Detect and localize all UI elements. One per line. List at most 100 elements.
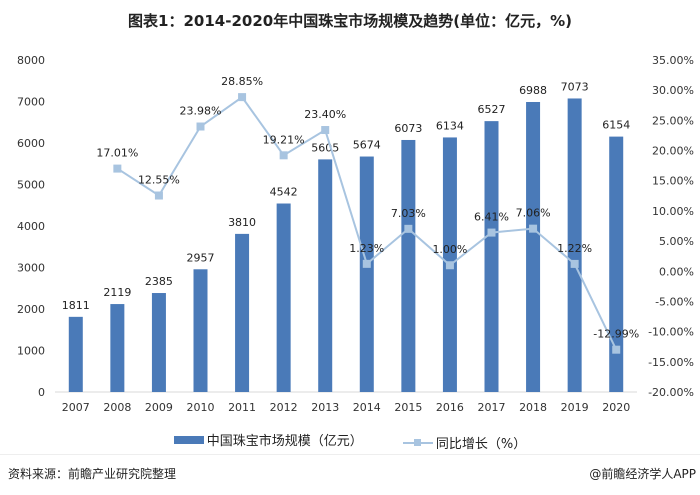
bar bbox=[359, 156, 374, 392]
growth-point bbox=[238, 93, 247, 102]
x-tick-label: 2014 bbox=[353, 401, 381, 414]
growth-value-label: 1.22% bbox=[557, 242, 592, 255]
bar bbox=[567, 98, 582, 393]
legend-line-label: 同比增长（%） bbox=[435, 437, 527, 452]
bar-value-label: 2957 bbox=[187, 251, 215, 264]
bar-value-label: 3810 bbox=[228, 216, 256, 229]
x-tick-label: 2018 bbox=[519, 401, 547, 414]
bar-value-label: 4542 bbox=[270, 186, 298, 199]
legend-item-bar: 中国珠宝市场规模（亿元） bbox=[173, 430, 363, 449]
bar bbox=[526, 101, 541, 393]
x-tick-label: 2019 bbox=[561, 401, 589, 414]
legend: 中国珠宝市场规模（亿元） 同比增长（%） bbox=[0, 430, 700, 452]
bar-value-label: 5605 bbox=[311, 141, 339, 154]
x-tick-label: 2011 bbox=[228, 401, 256, 414]
x-tick-label: 2009 bbox=[145, 401, 173, 414]
bar-value-label: 6073 bbox=[394, 122, 422, 135]
bar bbox=[151, 293, 166, 392]
left-tick-label: 3000 bbox=[17, 262, 45, 275]
growth-value-label: 7.06% bbox=[516, 207, 551, 220]
growth-value-label: 7.03% bbox=[391, 207, 426, 220]
bar-value-label: 6988 bbox=[519, 84, 547, 97]
right-tick-label: 5.00% bbox=[659, 235, 694, 248]
left-tick-label: 1000 bbox=[17, 345, 45, 358]
growth-value-label: 17.01% bbox=[96, 147, 138, 160]
bar-value-label: 5674 bbox=[353, 139, 381, 152]
growth-value-label: 28.85% bbox=[221, 75, 263, 88]
right-tick-label: -5.00% bbox=[655, 295, 694, 308]
right-tick-label: 20.00% bbox=[652, 145, 694, 158]
left-tick-label: 8000 bbox=[17, 54, 45, 67]
bar bbox=[401, 139, 416, 392]
growth-point bbox=[279, 151, 288, 160]
growth-point bbox=[113, 164, 122, 173]
footer-divider bbox=[0, 454, 700, 455]
bar-value-label: 6527 bbox=[478, 103, 506, 116]
right-tick-label: -20.00% bbox=[648, 386, 694, 399]
bar bbox=[235, 233, 250, 392]
right-tick-label: -10.00% bbox=[648, 326, 694, 339]
bar bbox=[193, 269, 208, 392]
bar-value-label: 6154 bbox=[602, 119, 630, 132]
growth-value-label: 1.00% bbox=[432, 243, 467, 256]
bar-value-label: 7073 bbox=[561, 80, 589, 93]
bar-value-label: 6134 bbox=[436, 119, 464, 132]
bar bbox=[276, 203, 291, 392]
growth-point bbox=[404, 224, 413, 233]
growth-value-label: -12.99% bbox=[593, 328, 639, 341]
right-tick-label: 25.00% bbox=[652, 114, 694, 127]
growth-point bbox=[445, 261, 454, 270]
growth-point bbox=[196, 122, 205, 131]
right-tick-label: 30.00% bbox=[652, 84, 694, 97]
credit: @前瞻经济学人APP bbox=[589, 467, 696, 481]
bar bbox=[484, 121, 499, 392]
x-tick-label: 2013 bbox=[311, 401, 339, 414]
right-tick-label: -15.00% bbox=[648, 356, 694, 369]
right-tick-label: 0.00% bbox=[659, 265, 694, 278]
left-tick-label: 6000 bbox=[17, 137, 45, 150]
bar-value-label: 2385 bbox=[145, 275, 173, 288]
x-tick-label: 2008 bbox=[103, 401, 131, 414]
legend-item-line: 同比增长（%） bbox=[402, 433, 527, 452]
legend-bar-swatch bbox=[173, 435, 204, 444]
x-tick-label: 2020 bbox=[602, 401, 630, 414]
growth-point bbox=[570, 259, 579, 268]
left-tick-label: 2000 bbox=[17, 303, 45, 316]
x-tick-label: 2015 bbox=[394, 401, 422, 414]
growth-point bbox=[321, 126, 330, 135]
bar-value-label: 2119 bbox=[103, 286, 131, 299]
left-tick-label: 7000 bbox=[17, 96, 45, 109]
growth-value-label: 23.40% bbox=[304, 108, 346, 121]
growth-value-label: 1.23% bbox=[349, 242, 384, 255]
right-tick-label: 35.00% bbox=[652, 54, 694, 67]
x-tick-label: 2007 bbox=[62, 401, 90, 414]
growth-point bbox=[362, 259, 371, 268]
growth-value-label: 19.21% bbox=[263, 133, 305, 146]
right-tick-label: 15.00% bbox=[652, 175, 694, 188]
growth-point bbox=[487, 228, 496, 237]
bar bbox=[318, 159, 333, 392]
growth-point bbox=[529, 224, 538, 233]
source-note: 资料来源：前瞻产业研究院整理 bbox=[8, 467, 177, 481]
growth-value-label: 23.98% bbox=[180, 105, 222, 118]
x-tick-label: 2016 bbox=[436, 401, 464, 414]
x-tick-label: 2017 bbox=[478, 401, 506, 414]
x-tick-label: 2012 bbox=[270, 401, 298, 414]
growth-point bbox=[154, 191, 163, 200]
left-tick-label: 4000 bbox=[17, 220, 45, 233]
bar-value-label: 1811 bbox=[62, 299, 90, 312]
growth-point bbox=[612, 345, 621, 354]
left-tick-label: 0 bbox=[38, 386, 45, 399]
bar bbox=[68, 316, 83, 392]
left-tick-label: 5000 bbox=[17, 179, 45, 192]
bar bbox=[110, 304, 125, 392]
growth-value-label: 6.41% bbox=[474, 211, 509, 224]
legend-line-swatch bbox=[402, 438, 433, 446]
right-tick-label: 10.00% bbox=[652, 205, 694, 218]
growth-value-label: 12.55% bbox=[138, 174, 180, 187]
chart-title: 图表1：2014-2020年中国珠宝市场规模及趋势(单位：亿元，%) bbox=[128, 12, 572, 30]
legend-bar-label: 中国珠宝市场规模（亿元） bbox=[206, 434, 363, 449]
x-tick-label: 2010 bbox=[187, 401, 215, 414]
